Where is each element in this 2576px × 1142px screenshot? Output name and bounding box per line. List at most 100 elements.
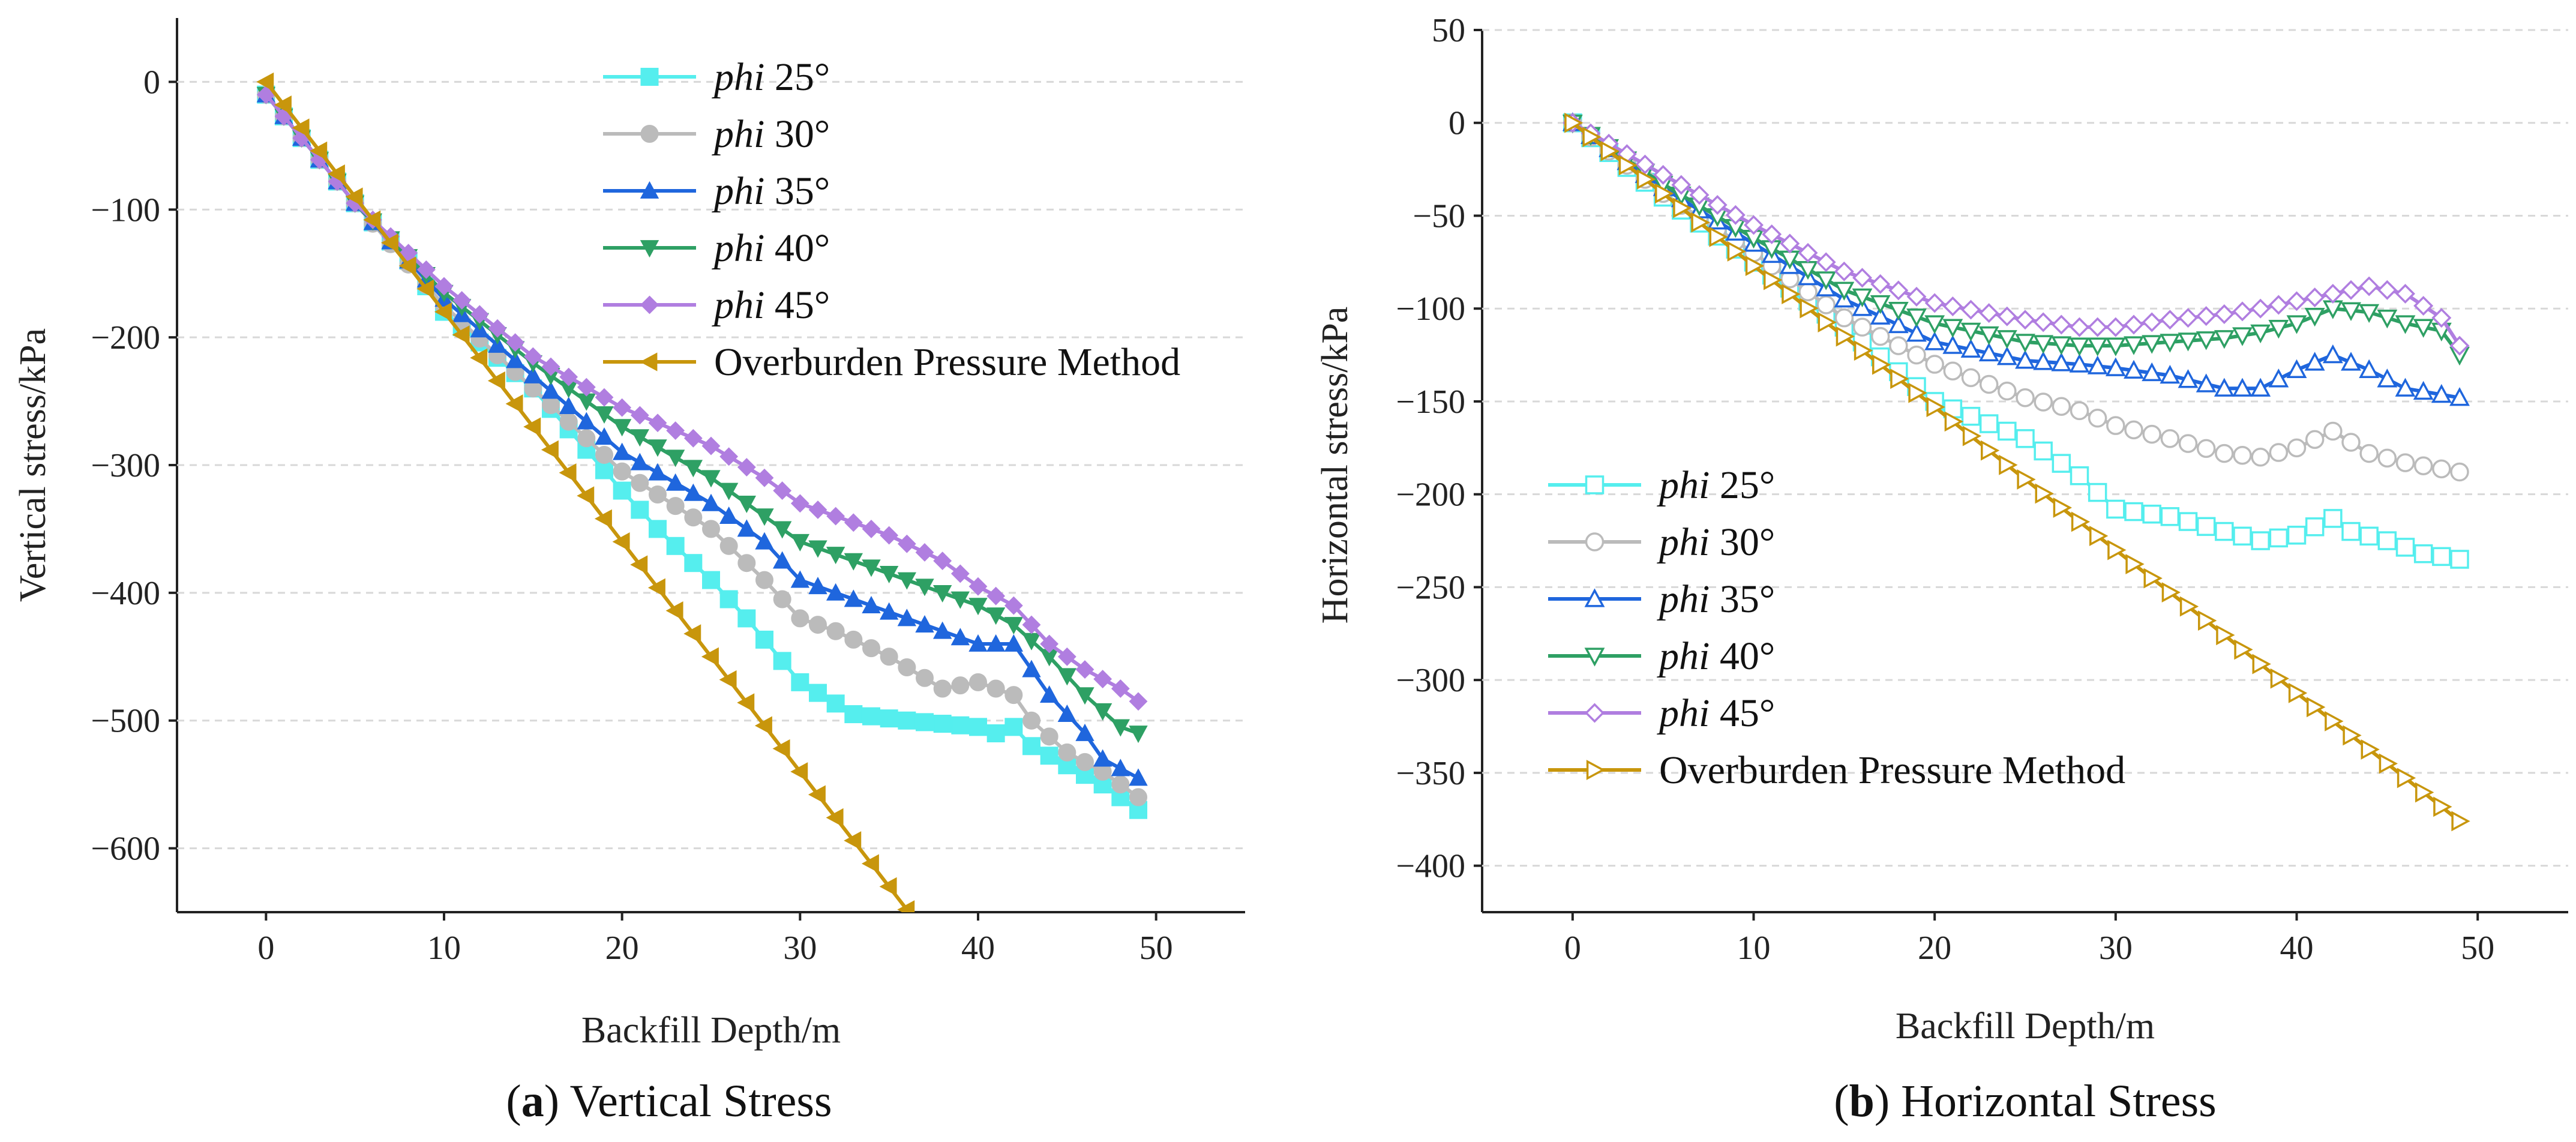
data-point xyxy=(879,877,897,897)
data-point xyxy=(844,589,863,607)
data-point xyxy=(826,694,845,713)
data-point xyxy=(1996,346,2017,365)
data-point xyxy=(2413,319,2434,338)
data-point xyxy=(577,429,596,448)
data-point xyxy=(773,481,792,500)
legend-label: phi 40° xyxy=(712,226,830,270)
data-point xyxy=(2071,511,2091,532)
data-point xyxy=(1906,322,1927,342)
data-point xyxy=(1926,397,1945,418)
x-tick-label: 30 xyxy=(783,930,817,967)
data-point xyxy=(2196,373,2217,392)
legend-label-text: 25° xyxy=(1710,463,1775,507)
data-point xyxy=(932,621,952,639)
data-point xyxy=(2269,528,2289,548)
data-point xyxy=(1076,753,1094,771)
data-point xyxy=(950,564,970,583)
data-point xyxy=(2088,409,2107,428)
data-point xyxy=(630,429,650,447)
data-point xyxy=(2251,448,2270,467)
legend-label-text: 30° xyxy=(764,112,830,156)
data-point xyxy=(1998,421,2017,441)
data-point xyxy=(613,398,632,417)
data-point xyxy=(2033,351,2054,370)
legend-item: Overburden Pressure Method xyxy=(1548,748,2125,792)
data-point xyxy=(2250,298,2271,319)
data-point xyxy=(2232,301,2253,322)
legend-label-prefix: phi xyxy=(1657,520,1710,564)
data-point xyxy=(2304,307,2325,327)
data-point xyxy=(612,419,632,437)
data-point xyxy=(2395,377,2416,397)
data-point xyxy=(1709,226,1728,247)
data-point xyxy=(826,547,845,565)
data-point xyxy=(2268,320,2289,339)
data-point xyxy=(487,371,505,391)
data-point xyxy=(1960,322,1981,342)
data-point xyxy=(559,396,578,414)
data-point xyxy=(2252,654,2271,675)
data-point xyxy=(2323,283,2343,304)
data-point xyxy=(2216,625,2235,646)
data-point xyxy=(2051,314,2071,335)
data-point xyxy=(2069,337,2090,356)
data-point xyxy=(2124,359,2144,379)
data-point xyxy=(1111,759,1130,777)
data-point xyxy=(2033,312,2053,332)
data-point xyxy=(2268,368,2289,388)
data-point xyxy=(648,463,667,481)
data-point xyxy=(1834,281,1855,301)
x-tick-label: 30 xyxy=(2099,930,2133,967)
data-point xyxy=(898,711,916,730)
legend-item: phi 45° xyxy=(603,283,830,327)
data-point xyxy=(2142,362,2163,382)
legend-label: phi 45° xyxy=(712,283,830,327)
data-point xyxy=(2017,469,2036,490)
y-tick-label: 50 xyxy=(1432,12,1465,49)
legend-item: Overburden Pressure Method xyxy=(603,340,1180,384)
data-point xyxy=(1075,687,1094,705)
x-ticks: 0 10 20 30 40 50 xyxy=(1564,912,2494,967)
data-point xyxy=(2413,296,2434,316)
data-point xyxy=(2160,364,2181,384)
data-point xyxy=(541,440,559,460)
data-point xyxy=(434,277,454,296)
y-axis-title: Horizontal stress/kPa xyxy=(1315,307,1356,624)
data-point xyxy=(2268,295,2289,315)
data-point xyxy=(897,534,916,553)
data-point xyxy=(665,449,685,467)
data-point xyxy=(1961,299,1981,320)
data-point xyxy=(2160,334,2181,353)
data-point xyxy=(1111,719,1130,737)
data-point xyxy=(559,463,577,482)
data-point xyxy=(2161,582,2181,603)
data-point xyxy=(773,652,791,670)
data-point xyxy=(2305,517,2325,536)
data-point xyxy=(737,554,756,573)
legend-label: Overburden Pressure Method xyxy=(714,340,1180,384)
legend-label-prefix: phi xyxy=(1657,577,1710,621)
data-point xyxy=(844,553,863,571)
data-point xyxy=(1816,295,1836,314)
data-point xyxy=(1004,596,1023,615)
data-point xyxy=(1834,261,1854,281)
data-point xyxy=(2160,310,2180,330)
data-point xyxy=(2215,443,2234,463)
data-point xyxy=(2450,550,2469,569)
data-point xyxy=(701,436,721,455)
data-point xyxy=(2431,308,2452,328)
data-point xyxy=(1636,169,1656,190)
data-point xyxy=(1022,711,1040,730)
data-point xyxy=(862,596,881,614)
data-point xyxy=(1040,634,1059,654)
y-tick-label: −400 xyxy=(1396,848,1465,885)
legend-label: phi 25° xyxy=(712,55,830,99)
data-point xyxy=(1725,205,1746,225)
data-point xyxy=(506,333,525,352)
data-point xyxy=(1999,454,2018,475)
data-point xyxy=(897,609,917,627)
legend-label-prefix: phi xyxy=(1657,463,1710,507)
data-point xyxy=(1004,617,1024,635)
data-point xyxy=(2287,438,2307,458)
legend-label-prefix: phi xyxy=(1657,691,1710,735)
